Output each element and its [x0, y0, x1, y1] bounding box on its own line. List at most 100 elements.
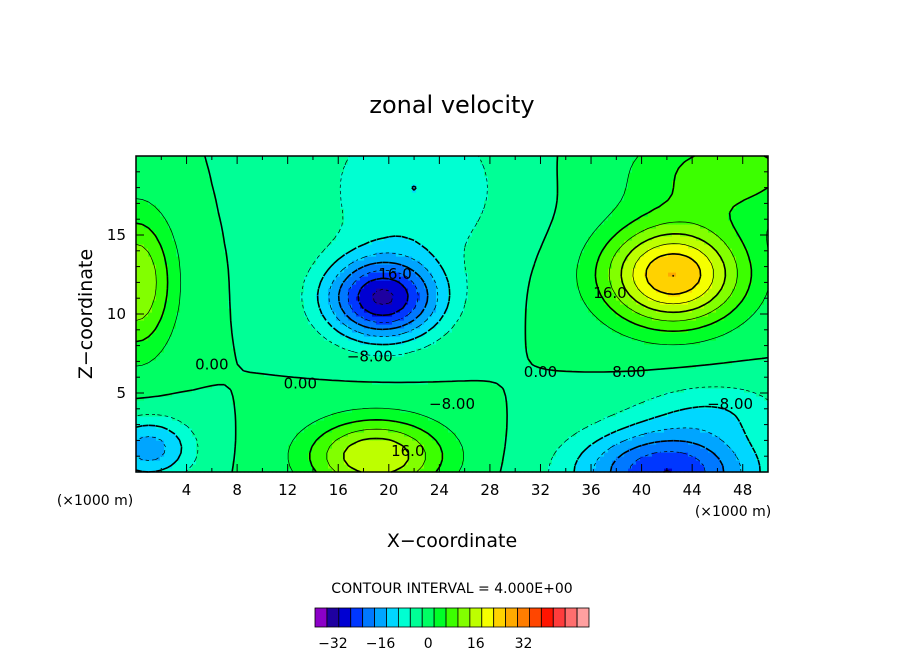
heatmap-cell [448, 396, 453, 401]
heatmap-cell [420, 416, 425, 421]
heatmap-cell [148, 380, 153, 385]
heatmap-cell [452, 460, 457, 465]
heatmap-cell [636, 460, 641, 465]
heatmap-cell [332, 420, 337, 425]
heatmap-cell [212, 424, 217, 429]
heatmap-cell [688, 448, 693, 453]
heatmap-cell [472, 432, 477, 437]
heatmap-cell [472, 428, 477, 433]
heatmap-cell [608, 388, 613, 393]
heatmap-cell [332, 348, 337, 353]
heatmap-cell [256, 364, 261, 369]
heatmap-cell [712, 420, 717, 425]
heatmap-cell [588, 452, 593, 457]
heatmap-cell [260, 440, 265, 445]
heatmap-cell [156, 400, 161, 405]
heatmap-cell [312, 436, 317, 441]
heatmap-cell [292, 356, 297, 361]
heatmap-cell [644, 372, 649, 377]
heatmap-cell [612, 368, 617, 373]
heatmap-cell [644, 468, 649, 473]
heatmap-cell [656, 356, 661, 361]
heatmap-cell [472, 436, 477, 441]
heatmap-cell [576, 436, 581, 441]
heatmap-cell [616, 464, 621, 469]
heatmap-cell [436, 400, 441, 405]
heatmap-cell [380, 452, 385, 457]
heatmap-cell [216, 368, 221, 373]
heatmap-cell [236, 376, 241, 381]
heatmap-cell [612, 388, 617, 393]
heatmap-cell [280, 420, 285, 425]
heatmap-cell [436, 372, 441, 377]
heatmap-cell [500, 356, 505, 361]
heatmap-cell [304, 460, 309, 465]
heatmap-cell [232, 396, 237, 401]
heatmap-cell [324, 440, 329, 445]
heatmap-cell [208, 408, 213, 413]
heatmap-cell [640, 456, 645, 461]
heatmap-cell [408, 412, 413, 417]
heatmap-cell [400, 376, 405, 381]
heatmap-cell [456, 380, 461, 385]
heatmap-cell [644, 412, 649, 417]
heatmap-cell [276, 360, 281, 365]
heatmap-cell [516, 380, 521, 385]
heatmap-cell [508, 416, 513, 421]
heatmap-cell [484, 400, 489, 405]
heatmap-cell [292, 404, 297, 409]
heatmap-cell [760, 464, 765, 469]
heatmap-cell [468, 376, 473, 381]
heatmap-cell [652, 392, 657, 397]
heatmap-cell [536, 408, 541, 413]
heatmap-cell [520, 356, 525, 361]
heatmap-cell [408, 440, 413, 445]
heatmap-cell [340, 444, 345, 449]
heatmap-cell [136, 352, 141, 357]
heatmap-cell [676, 388, 681, 393]
heatmap-cell [464, 384, 469, 389]
heatmap-cell [148, 444, 153, 449]
heatmap-cell [636, 352, 641, 357]
heatmap-cell [328, 352, 333, 357]
heatmap-cell [388, 352, 393, 357]
heatmap-cell [620, 408, 625, 413]
heatmap-cell [220, 348, 225, 353]
heatmap-cell [244, 440, 249, 445]
heatmap-cell [460, 392, 465, 397]
heatmap-cell [180, 356, 185, 361]
heatmap-cell [244, 452, 249, 457]
heatmap-cell [512, 448, 517, 453]
heatmap-cell [292, 460, 297, 465]
heatmap-cell [588, 412, 593, 417]
heatmap-cell [208, 456, 213, 461]
heatmap-cell [248, 348, 253, 353]
heatmap-cell [500, 392, 505, 397]
heatmap-cell [728, 372, 733, 377]
heatmap-cell [252, 436, 257, 441]
heatmap-cell [664, 364, 669, 369]
heatmap-cell [380, 468, 385, 473]
heatmap-cell [700, 424, 705, 429]
heatmap-cell [236, 420, 241, 425]
heatmap-cell [468, 404, 473, 409]
heatmap-cell [612, 364, 617, 369]
heatmap-cell [440, 412, 445, 417]
heatmap-cell [312, 416, 317, 421]
heatmap-cell [760, 380, 765, 385]
heatmap-cell [756, 364, 761, 369]
heatmap-cell [252, 452, 257, 457]
heatmap-cell [324, 436, 329, 441]
heatmap-cell [628, 436, 633, 441]
heatmap-cell [168, 352, 173, 357]
heatmap-cell [168, 456, 173, 461]
heatmap-cell [536, 444, 541, 449]
heatmap-cell [396, 384, 401, 389]
heatmap-cell [188, 468, 193, 473]
heatmap-cell [140, 420, 145, 425]
heatmap-cell [252, 456, 257, 461]
heatmap-cell [500, 348, 505, 353]
heatmap-cell [584, 412, 589, 417]
heatmap-cell [616, 420, 621, 425]
heatmap-cell [492, 448, 497, 453]
